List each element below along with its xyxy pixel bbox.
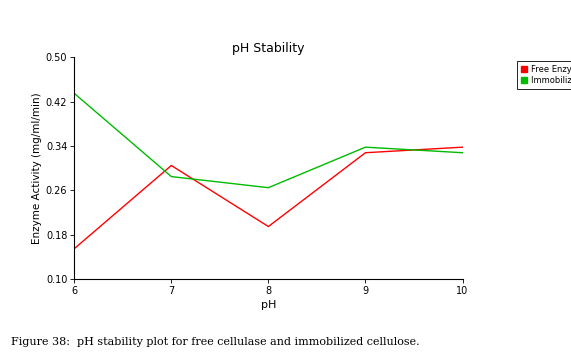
Legend: Free Enzyme, Immobilized Enzyme: Free Enzyme, Immobilized Enzyme bbox=[517, 62, 571, 89]
Text: Figure 38:  pH stability plot for free cellulase and immobilized cellulose.: Figure 38: pH stability plot for free ce… bbox=[11, 337, 420, 347]
Title: pH Stability: pH Stability bbox=[232, 42, 304, 55]
X-axis label: pH: pH bbox=[261, 300, 276, 310]
Y-axis label: Enzyme Activity (mg/ml/min): Enzyme Activity (mg/ml/min) bbox=[31, 92, 42, 244]
